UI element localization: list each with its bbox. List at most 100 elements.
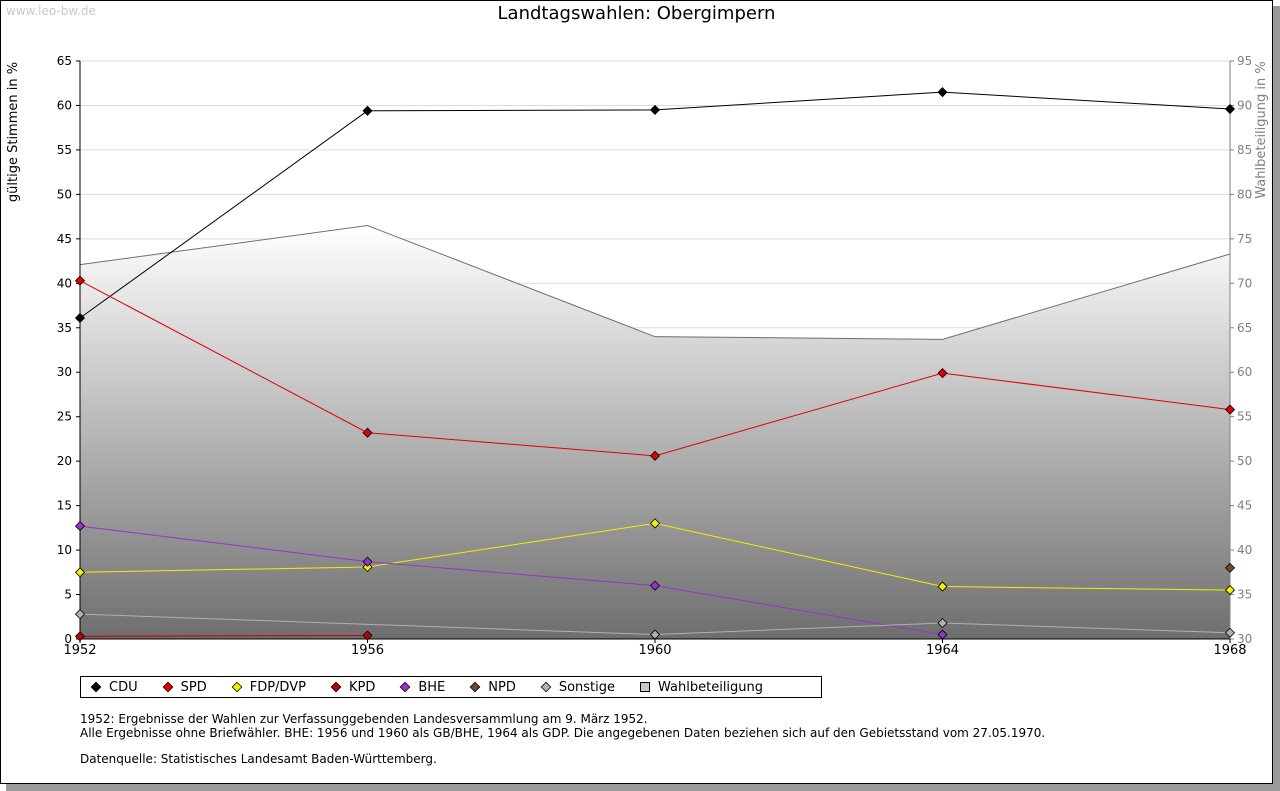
- legend-label: NPD: [488, 679, 516, 695]
- legend-marker-icon: [231, 681, 243, 693]
- notes: 1952: Ergebnisse der Wahlen zur Verfassu…: [80, 712, 1045, 766]
- legend-marker-icon: [540, 681, 552, 693]
- watermark: www.leo-bw.de: [6, 4, 96, 18]
- y2-tick-label: 85: [1237, 143, 1252, 157]
- series-line-bhe: [79, 525, 943, 636]
- y-tick-label: 40: [57, 276, 72, 290]
- frame-shadow-bottom: [6, 784, 1280, 791]
- legend-marker-icon: [90, 681, 102, 693]
- data-point-spd: [937, 368, 948, 379]
- data-point-fdp-dvp: [74, 567, 86, 578]
- series-line-sonstige: [79, 613, 1231, 636]
- legend-label: Sonstige: [558, 679, 616, 695]
- data-point-fdp-dvp: [937, 581, 948, 592]
- y-tick-label: 50: [57, 187, 72, 201]
- y2-tick-label: 50: [1237, 454, 1252, 468]
- x-tick-label: 1964: [926, 643, 959, 658]
- legend-label: FDP/DVP: [249, 679, 306, 695]
- data-point-fdp-dvp: [362, 561, 373, 573]
- data-point-bhe: [937, 629, 948, 640]
- legend-label: SPD: [180, 679, 207, 695]
- y-tick-label: 0: [64, 632, 72, 646]
- y2-tick-label: 80: [1237, 187, 1252, 201]
- legend-item-wahlbeteiligung: Wahlbeteiligung: [640, 680, 763, 695]
- y2-axis-label: Wahlbeteiligung in %: [1254, 61, 1269, 198]
- frame-shadow-right: [1273, 6, 1280, 791]
- y2-tick-label: 95: [1237, 54, 1252, 68]
- data-point-sonstige: [74, 609, 86, 620]
- data-point-cdu: [362, 105, 373, 116]
- legend-marker-icon: [162, 681, 173, 693]
- note-line: 1952: Ergebnisse der Wahlen zur Verfassu…: [80, 712, 648, 726]
- data-point-spd: [74, 275, 86, 286]
- turnout-area: [80, 225, 1230, 639]
- turnout-line: [79, 224, 1231, 340]
- legend-item-fdp-dvp: FDP/DVP: [231, 679, 306, 695]
- data-point-sonstige: [937, 617, 948, 629]
- legend-marker-icon: [640, 682, 651, 692]
- x-tick-label: 1960: [638, 643, 671, 658]
- x-tick-label: 1952: [63, 643, 96, 658]
- y2-tick-label: 30: [1237, 632, 1252, 646]
- data-point-bhe: [74, 521, 86, 532]
- legend-marker-icon: [469, 681, 481, 693]
- y-axis-label: gültige Stimmen in %: [6, 62, 21, 202]
- legend-label: CDU: [109, 679, 138, 695]
- y-tick-label: 35: [57, 321, 72, 335]
- chart-area: 0 5 10 15 20 25 30 35 40 45 50 55 60 65 30 35 40 45 50 55 60…: [6, 54, 1269, 658]
- data-point-spd: [649, 450, 661, 461]
- data-point-sonstige: [1224, 627, 1236, 638]
- y2-tick-label: 35: [1237, 588, 1252, 602]
- y2-tick-label: 65: [1237, 321, 1252, 335]
- data-point-spd: [362, 427, 373, 438]
- y-tick-label: 65: [57, 54, 72, 68]
- data-point-kpd: [362, 630, 373, 641]
- chart-title: Landtagswahlen: Obergimpern: [497, 3, 776, 24]
- data-point-cdu: [649, 104, 661, 115]
- legend-item-cdu: CDU: [90, 679, 138, 695]
- y-tick-label: 10: [57, 543, 72, 557]
- y-tick-label: 20: [57, 454, 72, 468]
- y-tick-label: 60: [57, 98, 72, 112]
- legend-label: Wahlbeteiligung: [658, 679, 764, 695]
- data-point-cdu: [74, 312, 86, 324]
- legend-item-kpd: KPD: [330, 679, 376, 695]
- y-tick-label: 30: [57, 365, 72, 379]
- legend-item-sonstige: Sonstige: [540, 679, 616, 695]
- source-note: Datenquelle: Statistisches Landesamt Bad…: [80, 752, 437, 766]
- legend: CDU SPD FDP/DVP KPD BHE NPD Sonstige Wahlbeteil…: [80, 676, 822, 698]
- y-tick-label: 45: [57, 232, 72, 246]
- y-tick-label: 15: [57, 499, 72, 513]
- data-point-bhe: [362, 556, 373, 567]
- data-point-npd: [1224, 562, 1236, 573]
- data-point-fdp-dvp: [1224, 585, 1236, 596]
- data-point-spd: [1224, 404, 1236, 415]
- y2-tick-label: 55: [1237, 410, 1252, 424]
- y2-tick-label: 90: [1237, 98, 1252, 112]
- legend-item-npd: NPD: [469, 679, 516, 695]
- y2-tick-label: 60: [1237, 365, 1252, 379]
- y2-tick-label: 70: [1237, 276, 1252, 290]
- data-point-cdu: [1224, 103, 1236, 115]
- data-point-sonstige: [649, 629, 661, 640]
- legend-marker-icon: [330, 681, 342, 693]
- legend-label: KPD: [348, 679, 376, 695]
- y-tick-label: 25: [57, 410, 72, 424]
- data-point-fdp-dvp: [649, 518, 661, 529]
- x-tick-label: 1956: [351, 643, 384, 658]
- data-point-bhe: [649, 580, 661, 591]
- y-tick-label: 55: [57, 143, 72, 157]
- y-tick-label: 5: [64, 588, 72, 602]
- data-point-cdu: [937, 87, 948, 98]
- x-tick-label: 1968: [1213, 643, 1246, 658]
- legend-marker-icon: [400, 681, 411, 693]
- legend-item-spd: SPD: [162, 679, 207, 695]
- legend-label: BHE: [418, 679, 446, 695]
- legend-item-bhe: BHE: [400, 680, 445, 695]
- y2-tick-label: 40: [1237, 543, 1252, 557]
- note-line: Alle Ergebnisse ohne Briefwähler. BHE: 1…: [80, 726, 1046, 740]
- y2-tick-label: 45: [1237, 499, 1252, 513]
- data-point-kpd: [74, 631, 86, 642]
- y2-tick-label: 75: [1237, 232, 1252, 246]
- series-line-kpd: [79, 634, 368, 637]
